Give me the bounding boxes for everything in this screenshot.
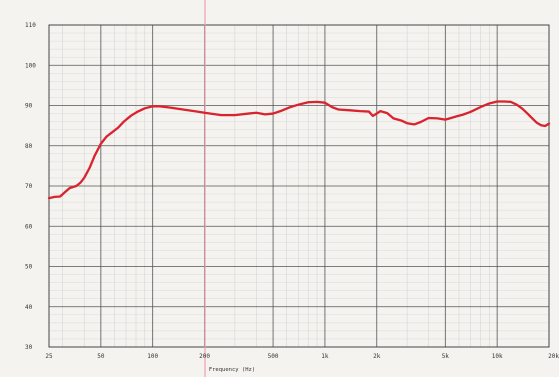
y-tick-label: 30 (25, 344, 33, 351)
y-axis-tick-labels: 110 100 90 80 70 60 50 40 30 (25, 22, 36, 351)
y-tick-label: 80 (25, 143, 33, 150)
x-tick-label: 25 (45, 353, 53, 360)
x-tick-label: 2k (373, 353, 381, 360)
y-tick-label: 90 (25, 103, 33, 110)
series-line (47, 100, 551, 200)
x-tick-label: 20k (548, 353, 559, 360)
x-tick-label: 10k (492, 353, 503, 360)
y-tick-label: 70 (25, 183, 33, 190)
x-tick-label: 5k (442, 353, 450, 360)
series-layer (47, 100, 551, 200)
x-tick-label: 200 (199, 353, 210, 360)
y-tick-label: 50 (25, 264, 33, 271)
x-tick-label: 1k (321, 353, 329, 360)
x-axis-tick-labels: 25 50 100 200 500 1k 2k 5k 10k 20k (45, 353, 559, 360)
y-tick-label: 110 (25, 22, 36, 29)
y-tick-label: 40 (25, 304, 33, 311)
plot-frame (48, 24, 550, 348)
x-tick-label: 100 (147, 353, 158, 360)
y-tick-label: 100 (25, 62, 36, 69)
y-tick-label: 60 (25, 223, 33, 230)
x-axis-label: Frequency (Hz) (209, 367, 255, 373)
x-tick-label: 500 (268, 353, 279, 360)
x-tick-label: 50 (97, 353, 105, 360)
